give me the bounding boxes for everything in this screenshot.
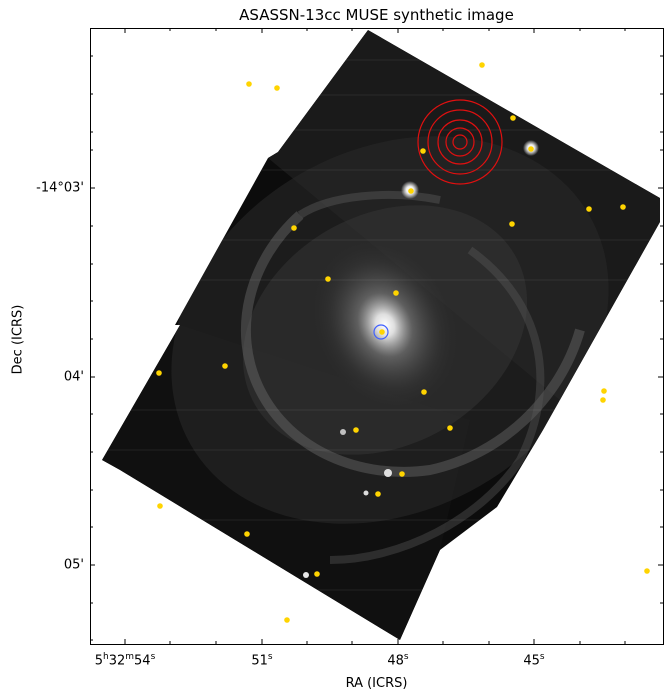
x-tick-label: 51s xyxy=(251,652,273,669)
figure-title: ASASSN-13cc MUSE synthetic image xyxy=(239,6,514,24)
x-tick-label: 48s xyxy=(387,652,409,669)
x-tick-label: 45s xyxy=(523,652,545,669)
y-tick-label: 05' xyxy=(63,557,84,573)
y-tick-label: -14°03' xyxy=(36,180,84,196)
tick-marks xyxy=(90,28,663,644)
x-axis-label: RA (ICRS) xyxy=(345,676,408,691)
target-circles xyxy=(417,99,503,185)
source-markers xyxy=(156,62,650,623)
x-tick-label: 5h32m54s xyxy=(94,652,156,669)
y-tick-label: 04' xyxy=(63,369,84,385)
y-axis-label: Dec (ICRS) xyxy=(10,304,26,375)
host-marker xyxy=(373,324,389,340)
